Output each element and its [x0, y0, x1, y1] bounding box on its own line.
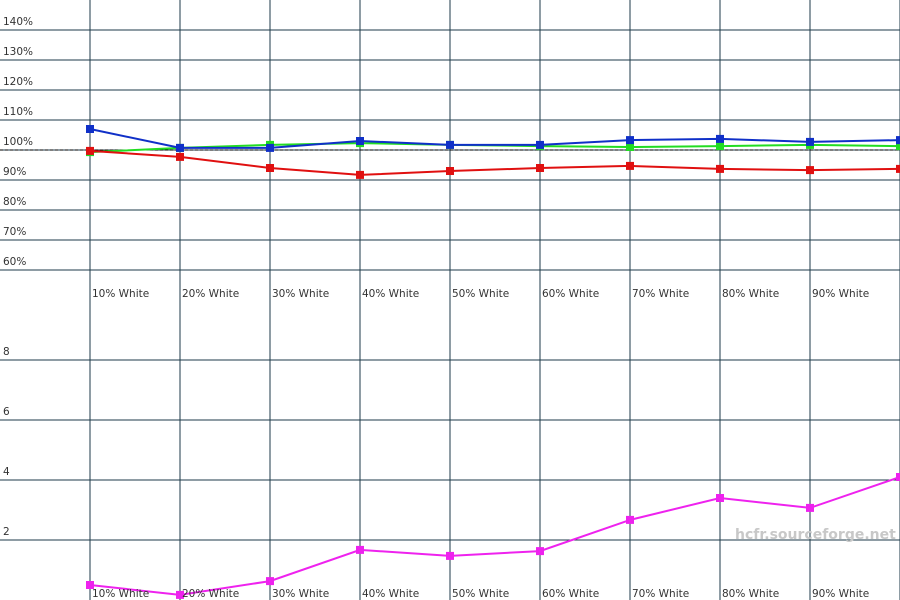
point-marker — [806, 503, 814, 512]
x-tick-label: 90% White — [812, 588, 869, 600]
y-tick-label: 110% — [3, 106, 33, 118]
y-tick-label: 90% — [3, 166, 26, 178]
y-tick-label: 6 — [3, 406, 10, 418]
x-tick-label: 60% White — [542, 288, 599, 300]
x-tick-label: 40% White — [362, 288, 419, 300]
point-marker — [446, 140, 454, 149]
point-marker — [626, 515, 634, 524]
point-marker — [896, 473, 900, 481]
point-marker — [716, 164, 724, 173]
point-marker — [806, 137, 814, 146]
x-tick-label: 20% White — [182, 588, 239, 600]
point-marker — [716, 494, 724, 502]
point-marker — [536, 547, 544, 556]
watermark: hcfr.sourceforge.net — [735, 527, 896, 543]
x-tick-label: 30% White — [272, 588, 329, 600]
x-tick-label: 60% White — [542, 588, 599, 600]
point-marker — [716, 134, 724, 143]
series-line — [89, 149, 900, 176]
y-tick-label: 100% — [3, 136, 33, 148]
y-tick-label: 120% — [3, 76, 33, 88]
point-marker — [266, 143, 274, 152]
x-tick-label: 40% White — [362, 588, 419, 600]
point-marker — [86, 146, 94, 155]
point-marker — [266, 164, 274, 172]
y-tick-label: 2 — [3, 526, 10, 538]
y-tick-label: 4 — [3, 466, 10, 478]
y-tick-label: 70% — [3, 226, 26, 238]
point-marker — [356, 545, 364, 554]
point-marker — [176, 152, 184, 161]
point-marker — [446, 551, 454, 560]
x-tick-label: 10% White — [92, 288, 149, 300]
point-marker — [896, 136, 900, 145]
x-tick-label: 80% White — [722, 288, 779, 300]
x-tick-label: 20% White — [182, 288, 239, 300]
x-tick-label: 90% White — [812, 288, 869, 300]
point-marker — [626, 161, 634, 170]
y-tick-label: 60% — [3, 256, 26, 268]
x-tick-label: 10% White — [92, 588, 149, 600]
x-tick-label: 70% White — [632, 288, 689, 300]
x-tick-label: 50% White — [452, 588, 509, 600]
point-marker — [176, 143, 184, 152]
y-tick-label: 80% — [3, 196, 26, 208]
point-marker — [806, 166, 814, 175]
x-tick-label: 70% White — [632, 588, 689, 600]
point-marker — [266, 577, 274, 586]
point-marker — [356, 137, 364, 145]
series-line — [89, 128, 900, 149]
point-marker — [176, 590, 184, 599]
x-tick-label: 30% White — [272, 288, 329, 300]
point-marker — [86, 581, 94, 589]
point-marker — [536, 164, 544, 172]
point-marker — [896, 142, 900, 151]
point-marker — [626, 136, 634, 145]
y-tick-label: 140% — [3, 16, 33, 28]
x-tick-label: 50% White — [452, 288, 509, 300]
x-tick-label: 80% White — [722, 588, 779, 600]
point-marker — [446, 167, 454, 175]
point-marker — [626, 143, 634, 151]
point-marker — [896, 164, 900, 173]
point-marker — [86, 125, 94, 133]
series-line — [89, 476, 900, 596]
point-marker — [356, 170, 364, 179]
point-marker — [536, 140, 544, 149]
y-tick-label: 8 — [3, 346, 10, 358]
y-tick-label: 130% — [3, 46, 33, 58]
point-marker — [716, 142, 724, 151]
